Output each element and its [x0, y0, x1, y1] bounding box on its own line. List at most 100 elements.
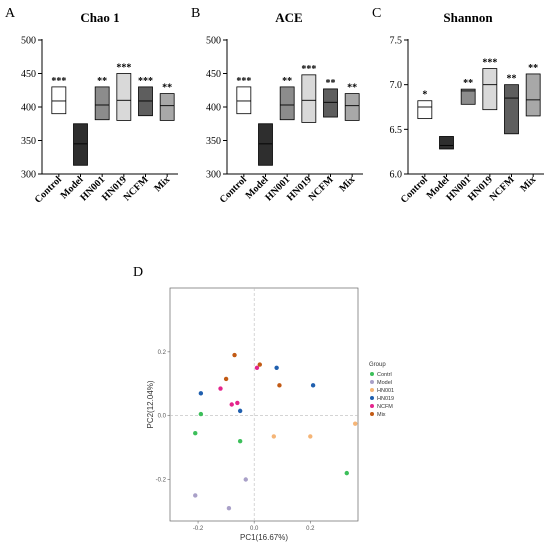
significance-label: ***	[51, 76, 66, 87]
box-control	[236, 86, 252, 115]
point-hn001	[352, 421, 358, 426]
box-model	[258, 123, 273, 166]
category-label: Control	[33, 174, 64, 205]
panel-label-c: C	[372, 6, 381, 21]
legend-label: HN001	[377, 388, 394, 394]
box-hn019	[116, 73, 132, 121]
significance-label: *	[422, 90, 427, 101]
y-tick-label: 7.0	[390, 80, 403, 91]
point-hn019	[198, 391, 204, 396]
y-tick-label: 350	[21, 136, 36, 147]
category-label: Mix	[152, 174, 172, 194]
point-contrl	[193, 431, 198, 436]
significance-label: ***	[236, 76, 251, 87]
x-tick-label: 0.2	[306, 526, 315, 532]
chao1-chart: Chao 1300350400450500Control***ModelHN00…	[21, 10, 178, 206]
box-mix	[525, 73, 541, 117]
y-tick-label: 300	[206, 170, 221, 181]
pcoa-chart: -0.2 0.0 0.2 -0.2 0.0 0.2 PC1(16.67%) PC2(12.04…	[146, 287, 394, 542]
point-model	[243, 477, 248, 482]
box-hn001	[94, 86, 110, 121]
y-axis-label: PC2(12.04%)	[146, 380, 155, 428]
box-control	[417, 100, 433, 120]
significance-label: **	[97, 76, 107, 87]
y-tick-label: 0.2	[158, 350, 167, 356]
point-ncfm	[235, 400, 240, 406]
shannon-chart: Shannon6.06.57.07.5Control*ModelHN001**H…	[390, 10, 544, 206]
legend-swatch-hn019	[370, 396, 374, 400]
y-tick-label: 0.0	[158, 414, 167, 420]
legend-swatch-model	[370, 380, 374, 384]
point-ncfm	[218, 386, 223, 391]
box-hn001	[279, 86, 295, 121]
point-hn019	[237, 408, 243, 414]
significance-label: **	[347, 83, 357, 94]
significance-label: **	[282, 76, 292, 87]
plot-frame	[169, 287, 359, 522]
significance-label: **	[326, 78, 336, 89]
box-mix	[344, 93, 360, 121]
category-label: Control	[399, 174, 430, 205]
y-tick-label: 400	[206, 103, 221, 114]
box-hn019	[482, 68, 498, 111]
significance-label: **	[507, 74, 517, 85]
legend-label: HN019	[377, 396, 394, 402]
legend-swatch-contrl	[370, 372, 374, 376]
legend-label: Contrl	[377, 372, 392, 378]
point-ncfm	[254, 365, 260, 370]
y-tick-label: 500	[206, 36, 221, 47]
y-tick-label: 400	[21, 103, 36, 114]
y-tick-label: 6.0	[390, 170, 403, 181]
box-control	[51, 86, 67, 115]
chart-title: Chao 1	[80, 10, 119, 25]
point-contrl	[237, 439, 243, 444]
category-label: NCFM	[307, 174, 336, 203]
legend-swatch-mix	[370, 412, 374, 416]
box-model	[439, 136, 454, 150]
significance-label: **	[528, 63, 538, 74]
x-axis-label: PC1(16.67%)	[240, 533, 288, 542]
legend-title: Group	[369, 362, 386, 368]
significance-label: ***	[116, 63, 131, 74]
point-contrl	[344, 470, 349, 476]
box-ncfm	[323, 88, 338, 118]
category-label: Mix	[518, 174, 538, 194]
y-tick-label: 350	[206, 136, 221, 147]
legend-label: Mix	[377, 412, 386, 418]
point-contrl	[198, 411, 204, 417]
y-tick-label: 300	[21, 170, 36, 181]
point-mix	[257, 362, 262, 367]
box-mix	[159, 93, 175, 121]
x-tick-label: 0.0	[250, 526, 259, 532]
significance-label: ***	[138, 76, 153, 87]
significance-label: ***	[301, 64, 316, 75]
chart-title: ACE	[275, 10, 302, 25]
point-hn019	[310, 383, 316, 388]
legend-label: Model	[377, 380, 392, 386]
box-model	[73, 123, 88, 166]
significance-label: **	[162, 83, 172, 94]
point-model	[226, 506, 232, 511]
point-hn001	[308, 434, 313, 439]
point-hn019	[274, 365, 279, 370]
y-tick-label: 500	[21, 36, 36, 47]
y-tick-label: 6.5	[390, 125, 403, 136]
category-label: NCFM	[488, 174, 517, 203]
legend-label: NCFM	[377, 404, 393, 410]
point-mix	[232, 352, 237, 358]
box-hn019	[301, 74, 317, 123]
panel-label-d: D	[133, 265, 143, 280]
category-label: Mix	[337, 174, 357, 194]
point-hn001	[271, 434, 277, 439]
y-tick-label: -0.2	[156, 478, 167, 484]
point-ncfm	[229, 402, 234, 407]
y-tick-label: 7.5	[390, 36, 403, 47]
panel-label-b: B	[191, 6, 200, 21]
x-tick-label: -0.2	[193, 526, 204, 532]
significance-label: ***	[482, 58, 497, 69]
box-hn001	[460, 88, 476, 105]
legend-swatch-hn001	[370, 388, 374, 392]
point-mix	[277, 383, 282, 388]
panel-label-a: A	[5, 6, 16, 21]
